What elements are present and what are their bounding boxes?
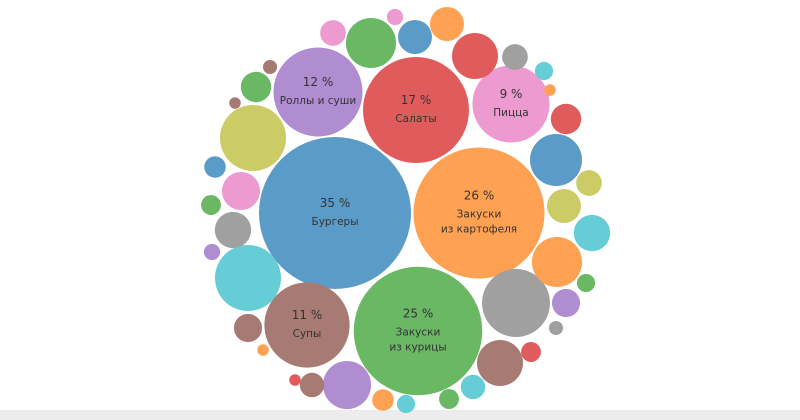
bubble [264,282,350,368]
bubble [201,195,221,215]
bubble-label: 17 % Салаты [395,93,436,127]
bubble [576,273,596,293]
bubble [214,211,252,249]
bubble [219,104,287,172]
bubble [233,313,263,343]
bubble [204,156,226,178]
bubble [529,133,583,187]
bubble [398,20,432,54]
bubble [452,33,498,79]
bubble [372,389,394,411]
bubble [353,266,483,396]
bubble [322,360,372,410]
bubble [221,171,261,211]
bubble-label: 11 % Супы [292,308,323,342]
bubble-label: 35 % Бургеры [311,196,358,230]
bubble-label: 12 % Роллы и суши [280,75,356,109]
bubble [534,61,554,81]
bubble [273,47,363,137]
bubble [502,44,528,70]
bubble [214,244,282,312]
bubble [430,7,464,41]
bubble [229,97,241,109]
bubble [439,389,459,409]
bubble-label: 26 % Закуски из картофеля [441,189,517,238]
bubble [386,8,404,26]
bubble [363,57,469,163]
bubble [240,71,272,103]
value-label: 9 % [499,87,523,101]
bubble-label: 9 % Пицца [493,87,528,121]
value-label: 17 % [400,93,432,107]
category-label: Супы [292,328,322,340]
category-label: Закуски из картофеля [440,208,518,236]
value-label: 12 % [302,75,334,89]
bubble [345,17,397,69]
value-label: 26 % [463,188,495,203]
bubble [548,320,564,336]
category-label: Салаты [395,113,437,125]
bubble [396,394,416,414]
bubble [203,243,221,261]
category-label: Роллы и суши [279,95,357,107]
bubble [576,170,602,196]
bubble [299,372,325,398]
bubble-label: 25 % Закуски из курицы [389,307,446,356]
bubble [472,65,550,143]
value-label: 11 % [291,308,323,322]
bubble [482,269,550,337]
bubble [289,374,301,386]
value-label: 25 % [402,306,434,321]
bubble [477,340,523,386]
bubble [258,136,412,290]
bubble [413,147,545,279]
bubble [550,103,582,135]
bubble [573,214,611,252]
category-label: Закуски из курицы [389,326,447,354]
bubble [257,344,269,356]
footer-strip [0,410,800,420]
category-label: Бургеры [311,216,359,228]
bubble [547,189,581,223]
bubble [544,84,556,96]
bubble [262,59,278,75]
value-label: 35 % [319,196,351,210]
bubble [460,374,486,400]
bubble [320,20,346,46]
bubble [531,236,583,288]
category-label: Пицца [493,107,529,119]
bubble [521,342,541,362]
bubble [551,288,581,318]
